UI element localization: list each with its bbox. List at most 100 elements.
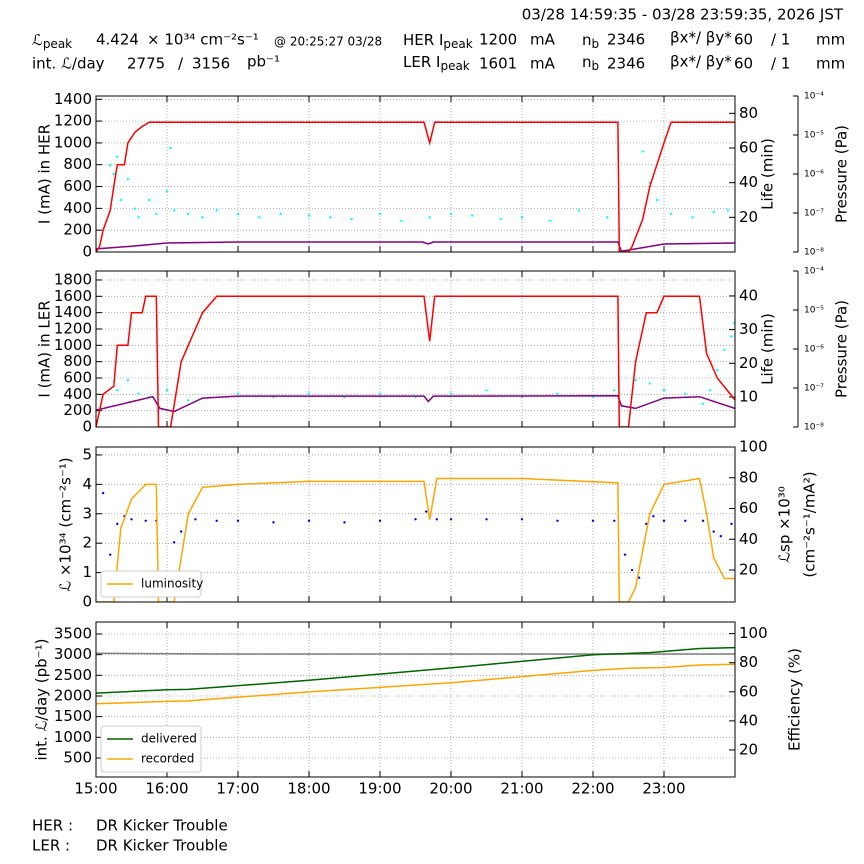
data-point <box>187 399 190 402</box>
time-range: 03/28 14:59:35 - 03/28 23:59:35, 2026 JS… <box>522 6 844 24</box>
data-point <box>645 522 648 526</box>
data-point <box>613 519 616 523</box>
data-point <box>637 576 641 579</box>
y-tick-label: 1 <box>82 563 92 581</box>
data-point <box>414 518 417 521</box>
series-line <box>96 295 735 427</box>
data-point <box>708 389 712 392</box>
y-tick-label: 1500 <box>54 707 92 725</box>
y-axis-label: I (mA) in LER <box>36 300 54 397</box>
data-point <box>236 392 240 395</box>
y-tick-label: 2000 <box>54 686 92 704</box>
data-point <box>520 216 524 219</box>
y-tick-label: 800 <box>63 352 92 370</box>
label: HER I <box>403 31 443 49</box>
data-point <box>634 378 637 382</box>
data-point <box>236 212 240 216</box>
y-tick-label: 1600 <box>54 287 92 305</box>
data-point <box>701 519 705 523</box>
y-tick-label: 200 <box>63 401 92 419</box>
int-sep: / <box>178 55 184 73</box>
data-point <box>126 178 130 181</box>
her-value: 1200 <box>479 31 517 49</box>
series-line <box>96 663 735 705</box>
data-point <box>126 378 130 382</box>
lpeak-unit: × 10³⁴ cm⁻²s⁻¹ <box>147 31 259 49</box>
data-point <box>449 392 453 395</box>
x-tick-label: 19:00 <box>358 780 401 798</box>
data-point <box>144 519 147 523</box>
data-point <box>730 335 733 338</box>
series-line <box>96 652 735 655</box>
data-point <box>172 541 176 544</box>
data-point <box>701 402 705 405</box>
data-point <box>116 155 119 158</box>
y2-axis-label: Life (min) <box>759 313 777 385</box>
y-tick-label: 800 <box>63 155 92 173</box>
data-point <box>723 348 726 352</box>
data-point <box>180 530 183 533</box>
y-tick-label: 1000 <box>54 728 92 746</box>
x-tick-label: 17:00 <box>216 780 259 798</box>
y-tick-label: 200 <box>63 221 92 239</box>
data-point <box>684 392 687 395</box>
data-point <box>428 216 431 219</box>
label: LER I <box>403 53 440 71</box>
data-point <box>726 209 730 212</box>
her-note-label: HER : <box>32 817 73 835</box>
int-delivered: 2775 <box>127 55 165 73</box>
y3-tick-label: 10⁻⁸ <box>804 423 824 433</box>
y3-tick-label: 10⁻⁷ <box>804 384 824 394</box>
data-point <box>307 519 311 523</box>
y2-tick-label: 40 <box>739 173 758 191</box>
her-nb-value: 2346 <box>607 31 645 49</box>
data-point <box>556 519 559 523</box>
plot-frame <box>95 270 736 428</box>
y-tick-label: 0 <box>82 243 92 261</box>
ler-beta-x: 60 <box>734 55 753 73</box>
data-point <box>623 553 627 556</box>
data-point <box>172 209 176 212</box>
y-tick-label: 0 <box>82 593 92 611</box>
y-tick-label: 1400 <box>54 303 92 321</box>
plot-frame <box>95 446 736 603</box>
ler-note-label: LER : <box>32 837 70 855</box>
data-point <box>424 510 428 513</box>
data-point <box>165 389 169 392</box>
data-point <box>485 518 488 521</box>
data-point <box>435 518 438 521</box>
ler-beta-y: / 1 <box>771 55 790 73</box>
y-tick-label: 500 <box>63 748 92 766</box>
y3-tick-label: 10⁻⁵ <box>804 306 824 316</box>
symbol: ℒ <box>32 31 43 49</box>
data-point <box>662 389 666 392</box>
her-ipeak: HER Ipeak <box>403 31 473 51</box>
y2-tick-label: 60 <box>739 682 758 700</box>
int-total: 3156 <box>192 55 230 73</box>
y-tick-label: 1800 <box>54 270 92 288</box>
label: n <box>582 31 592 49</box>
y3-tick-label: 10⁻⁷ <box>804 209 824 219</box>
data-point <box>137 392 140 395</box>
x-tick-label: 22:00 <box>571 780 614 798</box>
legend-label: delivered <box>141 732 197 746</box>
y3-axis-label: Pressure (Pa) <box>833 300 851 398</box>
data-point <box>279 212 282 216</box>
her-beta-unit: mm <box>816 31 845 49</box>
data-point <box>272 521 275 524</box>
data-point <box>215 209 218 212</box>
data-point <box>471 214 474 217</box>
plot-frame <box>95 621 736 778</box>
data-point <box>400 219 403 222</box>
x-tick-label: 16:00 <box>145 780 188 798</box>
data-point <box>520 518 524 521</box>
data-point <box>148 198 151 202</box>
data-point <box>577 209 580 212</box>
y3-tick-label: 10⁻⁵ <box>804 131 824 141</box>
label: n <box>582 53 592 71</box>
y2-tick-label: 100 <box>739 624 768 642</box>
y-tick-label: 0 <box>82 418 92 436</box>
series-line <box>96 395 735 413</box>
data-point <box>648 382 651 385</box>
